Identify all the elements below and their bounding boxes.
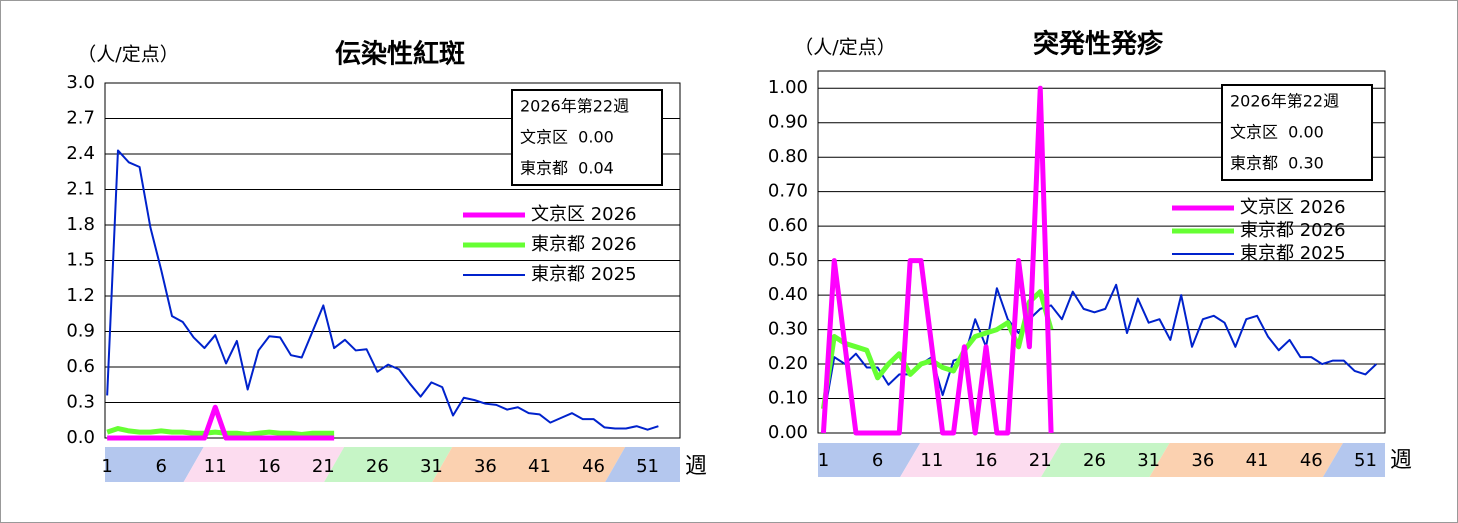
x-tick-label: 6 [155,456,166,477]
series-line [107,404,335,441]
y-tick-label: 0.0 [66,427,95,448]
series-line [820,85,1054,436]
info-box-text: 東京都 0.30 [1230,154,1324,173]
y-tick-label: 0.30 [768,319,808,340]
y-axis-label: （人/定点） [77,44,178,66]
x-tick-label: 21 [1029,450,1052,471]
info-box [511,89,663,186]
info-box-text: 文京区 0.00 [1230,123,1324,142]
y-tick-label: 3.0 [66,72,95,93]
legend-label: 東京都 2026 [531,234,637,255]
y-tick-label: 2.1 [66,179,95,200]
y-tick-label: 0.00 [768,422,808,443]
y-tick-label: 2.7 [66,108,95,129]
season-band [105,447,204,482]
season-band [900,443,1062,477]
x-tick-label: 46 [582,456,605,477]
y-tick-label: 0.20 [768,353,808,374]
y-tick-label: 0.70 [768,181,808,202]
season-band [1322,443,1385,477]
info-box-text: 文京区 0.00 [520,128,614,147]
y-tick-label: 0.3 [66,392,95,413]
series-line [106,149,659,431]
x-tick-label: 41 [528,456,551,477]
y-tick-label: 0.50 [768,250,808,271]
x-tick-label: 1 [818,450,829,471]
legend-label: 文京区 2026 [1240,197,1346,218]
x-tick-label: 31 [1137,450,1160,471]
x-tick-label: 31 [420,456,443,477]
info-box-text: 2026年第22週 [1230,92,1339,111]
x-tick-label: 51 [636,456,659,477]
x-tick-label: 6 [872,450,883,471]
info-box-text: 2026年第22週 [520,97,629,116]
x-tick-label: 11 [204,456,227,477]
x-tick-label: 16 [975,450,998,471]
season-band [432,447,626,482]
series-line [106,426,335,437]
y-axis-label: （人/定点） [794,37,895,59]
x-tick-label: 46 [1300,450,1323,471]
x-tick-label: 26 [1083,450,1106,471]
y-tick-label: 0.90 [768,112,808,133]
x-axis-label: 週 [685,454,707,479]
season-band [605,447,680,482]
x-tick-label: 1 [101,456,112,477]
y-tick-label: 1.5 [66,250,95,271]
x-axis-label: 週 [1390,448,1412,473]
info-box-text: 東京都 0.04 [520,159,614,178]
season-band [324,447,453,482]
y-tick-label: 1.8 [66,214,95,235]
x-tick-label: 51 [1354,450,1377,471]
y-tick-label: 0.10 [768,388,808,409]
season-band [1041,443,1170,477]
y-tick-label: 0.60 [768,215,808,236]
y-tick-label: 1.00 [768,77,808,98]
x-tick-label: 36 [474,456,497,477]
x-tick-label: 26 [366,456,389,477]
x-tick-label: 11 [920,450,943,471]
legend-label: 東京都 2025 [1240,243,1346,264]
y-tick-label: 0.9 [66,321,95,342]
y-tick-label: 0.6 [66,356,95,377]
y-tick-label: 2.4 [66,143,95,164]
season-band [183,447,345,482]
y-tick-label: 0.80 [768,146,808,167]
y-tick-label: 1.2 [66,285,95,306]
season-band [1149,443,1343,477]
chart-title: 伝染性紅斑 [335,40,465,70]
y-tick-label: 0.40 [768,284,808,305]
legend-label: 東京都 2026 [1240,220,1346,241]
x-tick-label: 16 [258,456,281,477]
info-box [1221,84,1373,181]
legend-label: 文京区 2026 [531,204,637,225]
season-band [818,443,921,477]
chart-title: 突発性発疹 [1033,29,1164,60]
x-tick-label: 41 [1246,450,1269,471]
x-tick-label: 36 [1191,450,1214,471]
x-tick-label: 21 [312,456,335,477]
legend-label: 東京都 2025 [531,264,637,285]
